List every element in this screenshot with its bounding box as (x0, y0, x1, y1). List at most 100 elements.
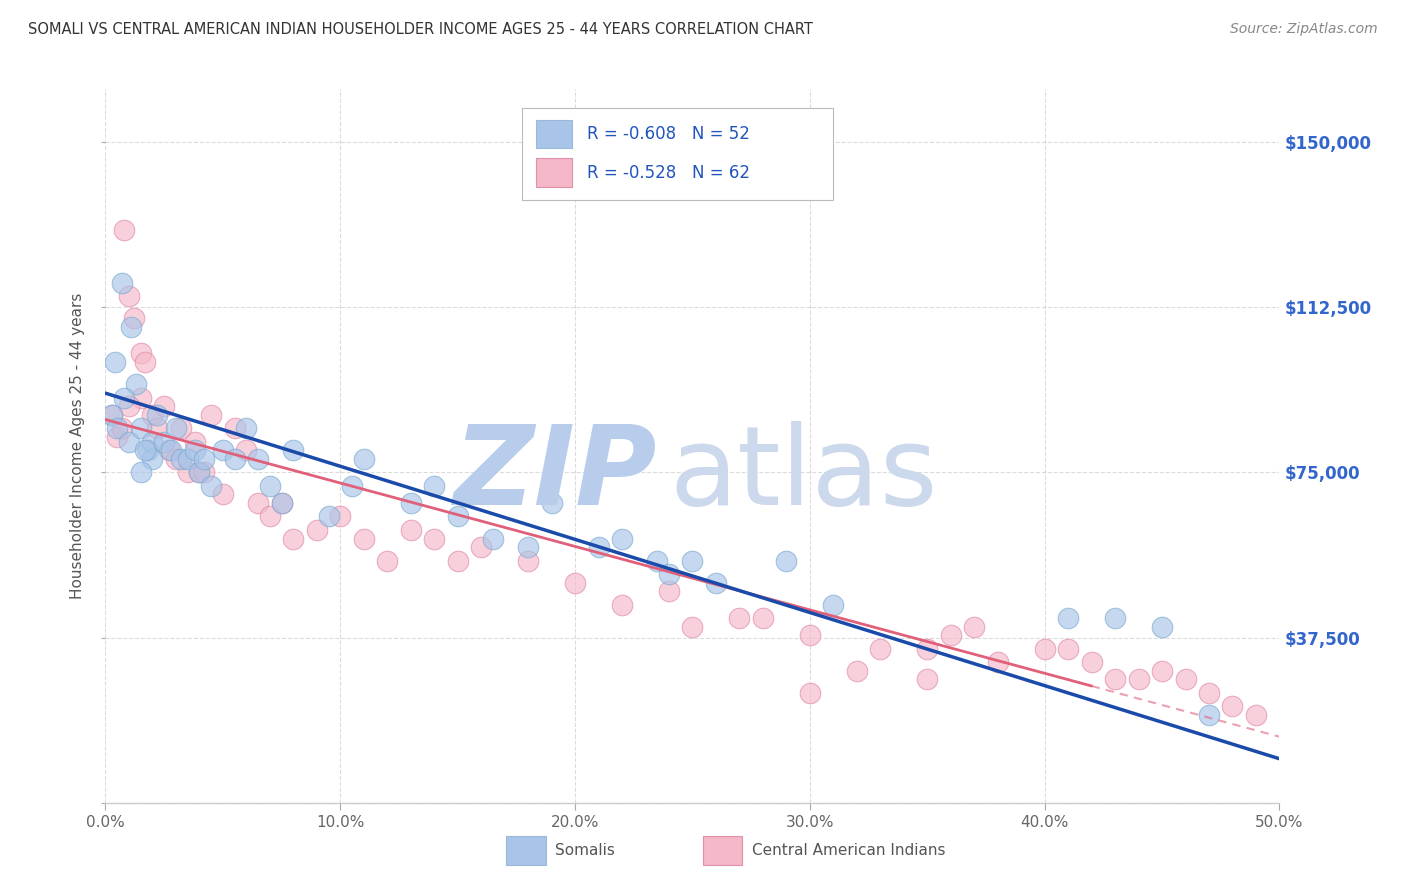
Point (247, 496, 270, 510)
Point (105, 421, 128, 435)
Y-axis label: Householder Income Ages 25 - 44 years: Householder Income Ages 25 - 44 years (70, 293, 86, 599)
Point (105, 430, 128, 444)
Point (305, 523, 328, 537)
Point (658, 566, 681, 581)
Bar (536, 120, 571, 148)
Point (111, 276, 134, 290)
Point (160, 443, 183, 458)
Point (120, 320, 142, 334)
Point (153, 434, 176, 449)
Text: SOMALI VS CENTRAL AMERICAN INDIAN HOUSEHOLDER INCOME AGES 25 - 44 YEARS CORRELAT: SOMALI VS CENTRAL AMERICAN INDIAN HOUSEH… (28, 22, 813, 37)
Point (681, 553, 703, 567)
Point (1104, 611, 1126, 625)
Point (134, 443, 156, 458)
Point (193, 466, 215, 480)
Point (775, 553, 797, 567)
Text: Somalis: Somalis (555, 844, 616, 858)
Point (183, 434, 205, 449)
Point (129, 421, 152, 435)
Bar (536, 159, 571, 187)
Point (799, 686, 821, 700)
Point (564, 575, 586, 590)
Point (470, 541, 492, 555)
Point (1080, 655, 1102, 669)
Point (118, 289, 141, 303)
Text: ZIP: ZIP (454, 421, 657, 528)
Point (517, 553, 540, 567)
Point (104, 355, 127, 369)
Point (917, 673, 939, 687)
Point (987, 655, 1010, 669)
Point (112, 391, 135, 405)
Point (823, 598, 845, 612)
Point (610, 598, 633, 612)
Point (188, 466, 211, 480)
Point (329, 509, 352, 524)
Point (193, 452, 215, 467)
Point (845, 664, 868, 678)
Point (283, 443, 305, 458)
Point (200, 478, 222, 492)
Point (101, 408, 124, 422)
Point (482, 532, 505, 546)
Point (423, 478, 446, 492)
Point (134, 355, 156, 369)
Point (125, 377, 148, 392)
Point (157, 443, 180, 458)
Point (728, 611, 751, 625)
Point (318, 509, 340, 524)
Point (259, 478, 281, 492)
Point (129, 466, 152, 480)
Point (235, 421, 257, 435)
Point (1244, 707, 1267, 722)
Point (399, 496, 422, 510)
Point (1222, 698, 1244, 713)
Point (799, 628, 821, 642)
Point (704, 575, 727, 590)
Point (141, 452, 163, 467)
Point (112, 223, 135, 237)
Point (939, 628, 962, 642)
Point (183, 443, 205, 458)
Text: Source: ZipAtlas.com: Source: ZipAtlas.com (1230, 22, 1378, 37)
Point (122, 311, 145, 326)
Point (118, 434, 141, 449)
Point (1150, 664, 1173, 678)
Point (176, 452, 198, 467)
Point (211, 443, 233, 458)
Point (270, 496, 292, 510)
Point (353, 452, 375, 467)
Point (423, 532, 446, 546)
Point (165, 452, 187, 467)
Text: R = -0.528   N = 62: R = -0.528 N = 62 (586, 164, 749, 182)
Point (963, 619, 986, 633)
Point (340, 478, 363, 492)
Point (447, 509, 470, 524)
Text: atlas: atlas (669, 421, 938, 528)
Text: R = -0.608   N = 52: R = -0.608 N = 52 (586, 125, 749, 143)
Point (353, 532, 375, 546)
Point (869, 641, 891, 656)
Point (917, 641, 939, 656)
Point (224, 452, 246, 467)
Point (658, 584, 681, 599)
Point (129, 391, 152, 405)
Point (136, 443, 159, 458)
Point (259, 509, 281, 524)
Point (1104, 673, 1126, 687)
Point (188, 466, 211, 480)
Point (146, 408, 169, 422)
Point (1057, 611, 1080, 625)
Point (1128, 673, 1150, 687)
Point (270, 496, 292, 510)
Point (101, 408, 124, 422)
Point (169, 452, 191, 467)
Point (1198, 707, 1220, 722)
Point (200, 408, 222, 422)
Point (141, 408, 163, 422)
Point (645, 553, 668, 567)
Point (447, 553, 470, 567)
Point (153, 400, 176, 414)
Point (111, 421, 134, 435)
Point (610, 532, 633, 546)
